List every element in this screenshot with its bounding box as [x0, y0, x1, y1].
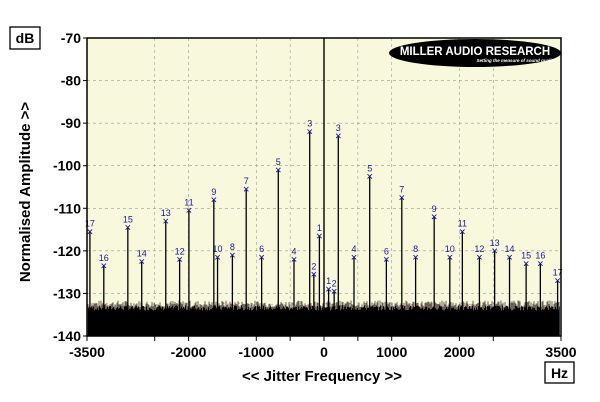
peak-label: 3	[336, 123, 341, 133]
peak-label: 17	[553, 268, 563, 278]
y-unit-box: dB	[9, 26, 41, 50]
y-tick-label: -100	[53, 158, 81, 174]
peak-marker	[555, 278, 561, 284]
x-axis-title: << Jitter Frequency >>	[242, 368, 402, 385]
peak-label: 1	[326, 276, 331, 286]
peak-marker	[163, 218, 169, 224]
peak-label: 10	[213, 244, 223, 254]
peak-marker	[383, 256, 389, 262]
peak-marker	[335, 133, 341, 139]
peak-marker	[101, 263, 107, 269]
peak-marker	[311, 271, 317, 277]
peak-marker	[351, 254, 357, 260]
y-tick-label: -70	[61, 30, 81, 46]
x-tick-label: -1000	[238, 344, 274, 360]
x-tick-label: 3500	[545, 344, 576, 360]
peak-marker	[413, 254, 419, 260]
peak-marker	[316, 233, 322, 239]
peak-label: 3	[307, 119, 312, 129]
peak-label: 13	[490, 238, 500, 248]
y-tick-label: -80	[61, 73, 81, 89]
peak-label: 8	[413, 244, 418, 254]
peak-label: 4	[351, 244, 356, 254]
peak-label: 6	[384, 246, 389, 256]
peak-label: 14	[137, 249, 147, 259]
peak-marker	[492, 248, 498, 254]
peak-label: 11	[458, 219, 467, 229]
peak-marker	[459, 229, 465, 235]
peak-marker	[447, 254, 453, 260]
x-tick-label: -3500	[69, 344, 105, 360]
peak-marker	[399, 195, 405, 201]
y-tick-label: -110	[54, 200, 81, 216]
peak-label: 12	[474, 244, 484, 254]
peak-label: 10	[445, 244, 455, 254]
peak-marker	[139, 258, 145, 265]
peak-label: 16	[535, 251, 545, 261]
peak-marker	[87, 229, 93, 235]
x-unit-box: Hz	[544, 361, 575, 384]
peak-label: 7	[399, 185, 404, 195]
peak-label: 14	[505, 244, 515, 254]
peak-label: 15	[123, 214, 133, 224]
noise-floor	[87, 300, 560, 336]
peak-marker	[229, 252, 235, 258]
peak-label: 1	[317, 223, 322, 233]
peak-marker	[537, 261, 543, 267]
noise-trace	[87, 300, 560, 336]
peak-marker	[476, 254, 482, 260]
peak-label: 6	[259, 244, 264, 254]
peak-label: 9	[432, 204, 437, 214]
peak-marker	[291, 256, 297, 262]
peak-label: 4	[291, 246, 296, 256]
logo-tagline: Setting the measure of sound quality	[476, 58, 556, 63]
peak-marker	[215, 254, 221, 260]
peak-label: 16	[99, 253, 109, 263]
logo-text: MILLER AUDIO RESEARCH	[400, 46, 550, 58]
x-tick-label: -2000	[171, 344, 207, 360]
y-axis-title: Normalised Amplitude >>	[17, 102, 34, 283]
y-axis-ticks: -70 -80 -90 -100 -110 -120 -130 -140	[53, 30, 87, 344]
peak-marker	[507, 254, 513, 260]
peak-label: 15	[521, 251, 531, 261]
y-unit-label: dB	[16, 30, 35, 46]
peak-label: 2	[332, 278, 337, 288]
x-tick-label: 1000	[376, 344, 407, 360]
miller-audio-research-logo: MILLER AUDIO RESEARCH Setting the measur…	[389, 39, 561, 67]
peak-marker	[431, 214, 437, 220]
peak-marker	[523, 261, 529, 267]
x-tick-label: 2000	[444, 344, 475, 360]
y-tick-label: -90	[61, 115, 81, 131]
peak-label: 13	[161, 208, 171, 218]
peak-label: 12	[175, 246, 185, 256]
peak-label: 2	[311, 261, 316, 271]
peak-label: 11	[184, 197, 193, 207]
peak-marker	[367, 173, 373, 179]
peak-label: 5	[276, 157, 281, 167]
y-tick-label: -140	[53, 328, 81, 344]
peak-marker	[275, 167, 281, 173]
peak-marker	[243, 186, 249, 192]
peak-label: 17	[85, 219, 95, 229]
peak-marker	[177, 256, 183, 262]
x-unit-label: Hz	[551, 365, 568, 381]
peak-label: 9	[211, 187, 216, 197]
y-tick-label: -130	[53, 285, 81, 301]
peak-marker	[326, 286, 332, 292]
peak-label: 7	[244, 176, 249, 186]
peak-marker	[186, 207, 192, 213]
peak-marker	[125, 224, 131, 230]
peak-marker	[259, 254, 265, 260]
noise-trace-red	[88, 302, 558, 310]
y-tick-label: -120	[53, 243, 81, 259]
peak-marker	[331, 288, 337, 294]
peak-label: 8	[230, 242, 235, 252]
x-tick-label: 0	[320, 344, 328, 360]
peak-label: 5	[367, 163, 372, 173]
peak-marker	[307, 129, 313, 135]
x-axis-ticks: -3500 -2000 -1000 0 1000 2000 3500	[69, 336, 577, 360]
peak-marker	[211, 197, 217, 203]
